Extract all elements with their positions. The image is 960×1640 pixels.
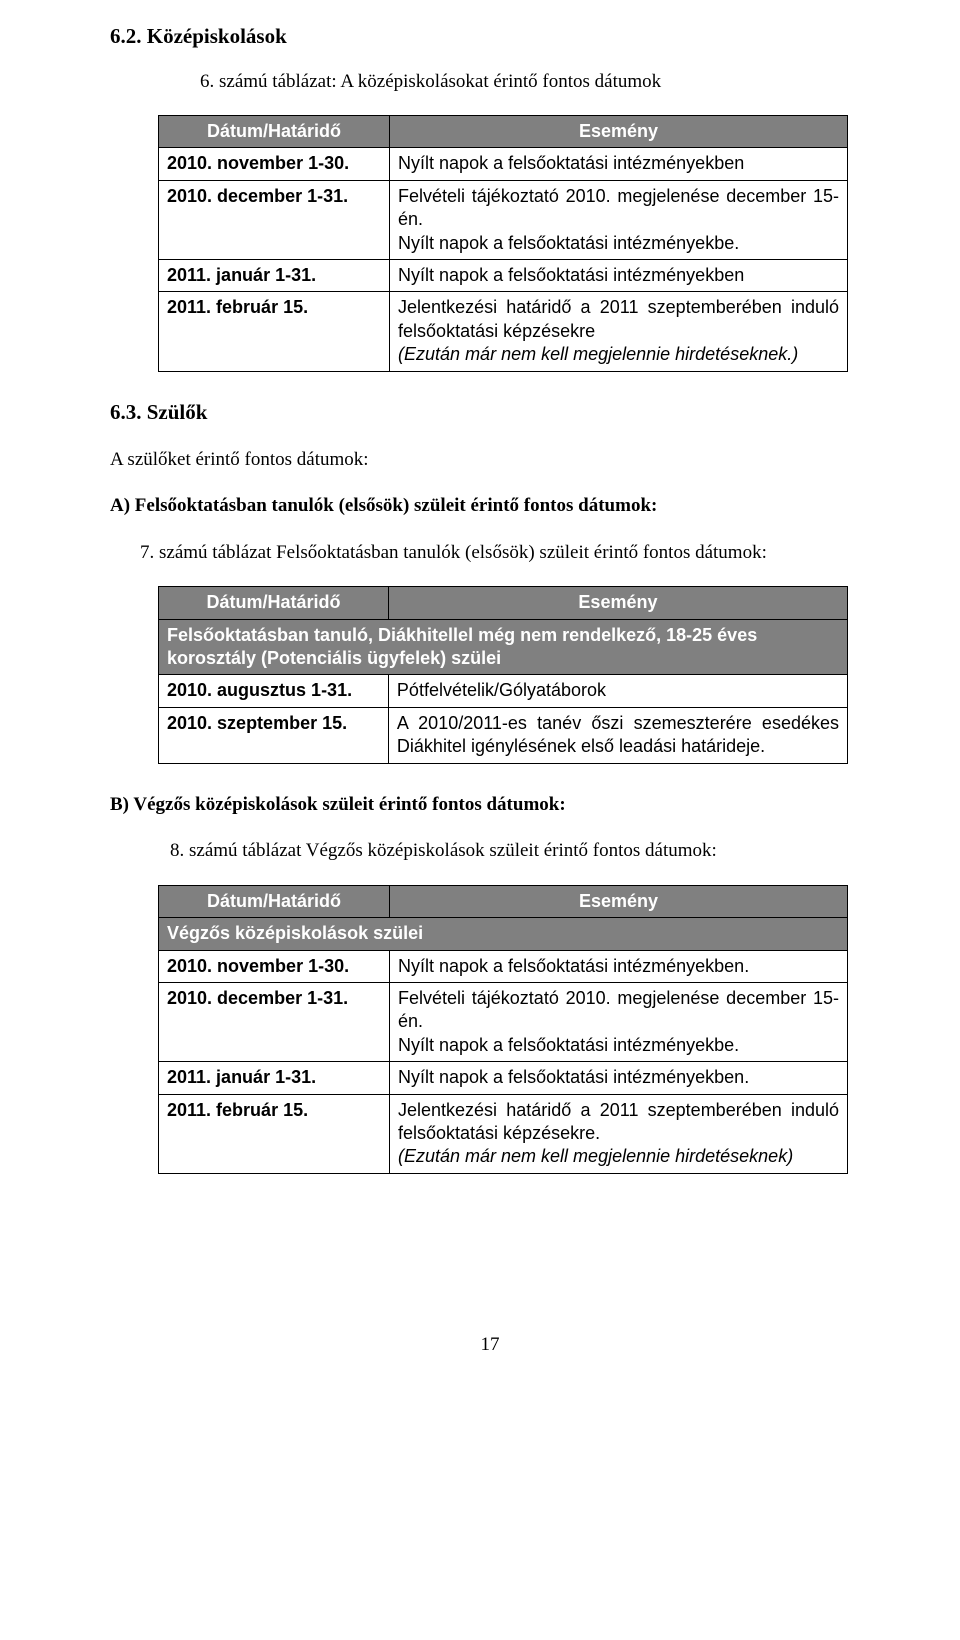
- table-row: 2010. szeptember 15. A 2010/2011-es tané…: [159, 707, 848, 763]
- table7-caption: 7. számú táblázat Felsőoktatásban tanuló…: [140, 540, 870, 567]
- event-text-italic: (Ezután már nem kell megjelennie hirdeté…: [398, 344, 798, 364]
- event-cell: Pótfelvételik/Gólyatáborok: [388, 675, 847, 707]
- table8-section-cell: Végzős középiskolások szülei: [159, 918, 848, 950]
- event-text: Jelentkezési határidő a 2011 szeptemberé…: [398, 1100, 839, 1143]
- table7-header-date: Dátum/Határidő: [159, 587, 389, 619]
- table-6: Dátum/Határidő Esemény 2010. november 1-…: [158, 115, 848, 372]
- section-6-3-intro: A szülőket érintő fontos dátumok:: [110, 447, 870, 474]
- table6-caption: 6. számú táblázat: A középiskolásokat ér…: [200, 71, 870, 93]
- date-cell: 2011. február 15.: [159, 1094, 390, 1173]
- date-cell: 2011. január 1-31.: [159, 259, 390, 291]
- table-7: Dátum/Határidő Esemény Felsőoktatásban t…: [158, 586, 848, 763]
- event-cell: Felvételi tájékoztató 2010. megjelenése …: [390, 180, 848, 259]
- table-row: 2010. december 1-31. Felvételi tájékozta…: [159, 983, 848, 1062]
- event-cell: Nyílt napok a felsőoktatási intézményekb…: [390, 950, 848, 982]
- event-cell: Nyílt napok a felsőoktatási intézményekb…: [390, 148, 848, 180]
- table8-caption: 8. számú táblázat Végzős középiskolások …: [170, 838, 870, 865]
- table-8: Dátum/Határidő Esemény Végzős középiskol…: [158, 885, 848, 1174]
- table-row: 2011. február 15. Jelentkezési határidő …: [159, 292, 848, 371]
- table-row: 2011. február 15. Jelentkezési határidő …: [159, 1094, 848, 1173]
- table7-header-event: Esemény: [388, 587, 847, 619]
- table7-header-row: Dátum/Határidő Esemény: [159, 587, 848, 619]
- subsection-b-heading: B) Végzős középiskolások szüleit érintő …: [110, 792, 870, 819]
- event-cell: Jelentkezési határidő a 2011 szeptemberé…: [390, 1094, 848, 1173]
- date-cell: 2010. december 1-31.: [159, 180, 390, 259]
- event-cell: Nyílt napok a felsőoktatási intézményekb…: [390, 1062, 848, 1094]
- table8-header-date: Dátum/Határidő: [159, 885, 390, 917]
- page-container: 6.2. Középiskolások 6. számú táblázat: A…: [0, 0, 960, 1396]
- table-row: 2011. január 1-31. Nyílt napok a felsőok…: [159, 259, 848, 291]
- table6-header-date: Dátum/Határidő: [159, 116, 390, 148]
- table-row: 2011. január 1-31. Nyílt napok a felsőok…: [159, 1062, 848, 1094]
- event-cell: Felvételi tájékoztató 2010. megjelenése …: [390, 983, 848, 1062]
- date-cell: 2010. augusztus 1-31.: [159, 675, 389, 707]
- event-text-italic: (Ezután már nem kell megjelennie hirdeté…: [398, 1146, 793, 1166]
- table-row: 2010. november 1-30. Nyílt napok a felső…: [159, 950, 848, 982]
- event-text: Jelentkezési határidő a 2011 szeptemberé…: [398, 297, 839, 340]
- table-row: 2010. december 1-31. Felvételi tájékozta…: [159, 180, 848, 259]
- table8-header-row: Dátum/Határidő Esemény: [159, 885, 848, 917]
- page-number: 17: [110, 1334, 870, 1356]
- section-6-2-heading: 6.2. Középiskolások: [110, 24, 870, 49]
- table8-section-row: Végzős középiskolások szülei: [159, 918, 848, 950]
- section-6-3-heading: 6.3. Szülők: [110, 400, 870, 425]
- date-cell: 2010. november 1-30.: [159, 148, 390, 180]
- table-row: 2010. augusztus 1-31. Pótfelvételik/Góly…: [159, 675, 848, 707]
- table7-section-cell: Felsőoktatásban tanuló, Diákhitellel még…: [159, 619, 848, 675]
- table6-header-row: Dátum/Határidő Esemény: [159, 116, 848, 148]
- subsection-a-heading: A) Felsőoktatásban tanulók (elsősök) szü…: [110, 493, 870, 520]
- event-cell: A 2010/2011-es tanév őszi szemeszterére …: [388, 707, 847, 763]
- date-cell: 2011. február 15.: [159, 292, 390, 371]
- date-cell: 2011. január 1-31.: [159, 1062, 390, 1094]
- date-cell: 2010. december 1-31.: [159, 983, 390, 1062]
- event-cell: Nyílt napok a felsőoktatási intézményekb…: [390, 259, 848, 291]
- table6-header-event: Esemény: [390, 116, 848, 148]
- table-row: 2010. november 1-30. Nyílt napok a felső…: [159, 148, 848, 180]
- table7-section-row: Felsőoktatásban tanuló, Diákhitellel még…: [159, 619, 848, 675]
- date-cell: 2010. szeptember 15.: [159, 707, 389, 763]
- date-cell: 2010. november 1-30.: [159, 950, 390, 982]
- table8-header-event: Esemény: [390, 885, 848, 917]
- event-cell: Jelentkezési határidő a 2011 szeptemberé…: [390, 292, 848, 371]
